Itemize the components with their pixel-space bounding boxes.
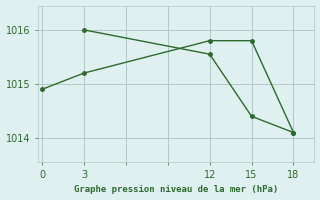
X-axis label: Graphe pression niveau de la mer (hPa): Graphe pression niveau de la mer (hPa) — [74, 185, 278, 194]
